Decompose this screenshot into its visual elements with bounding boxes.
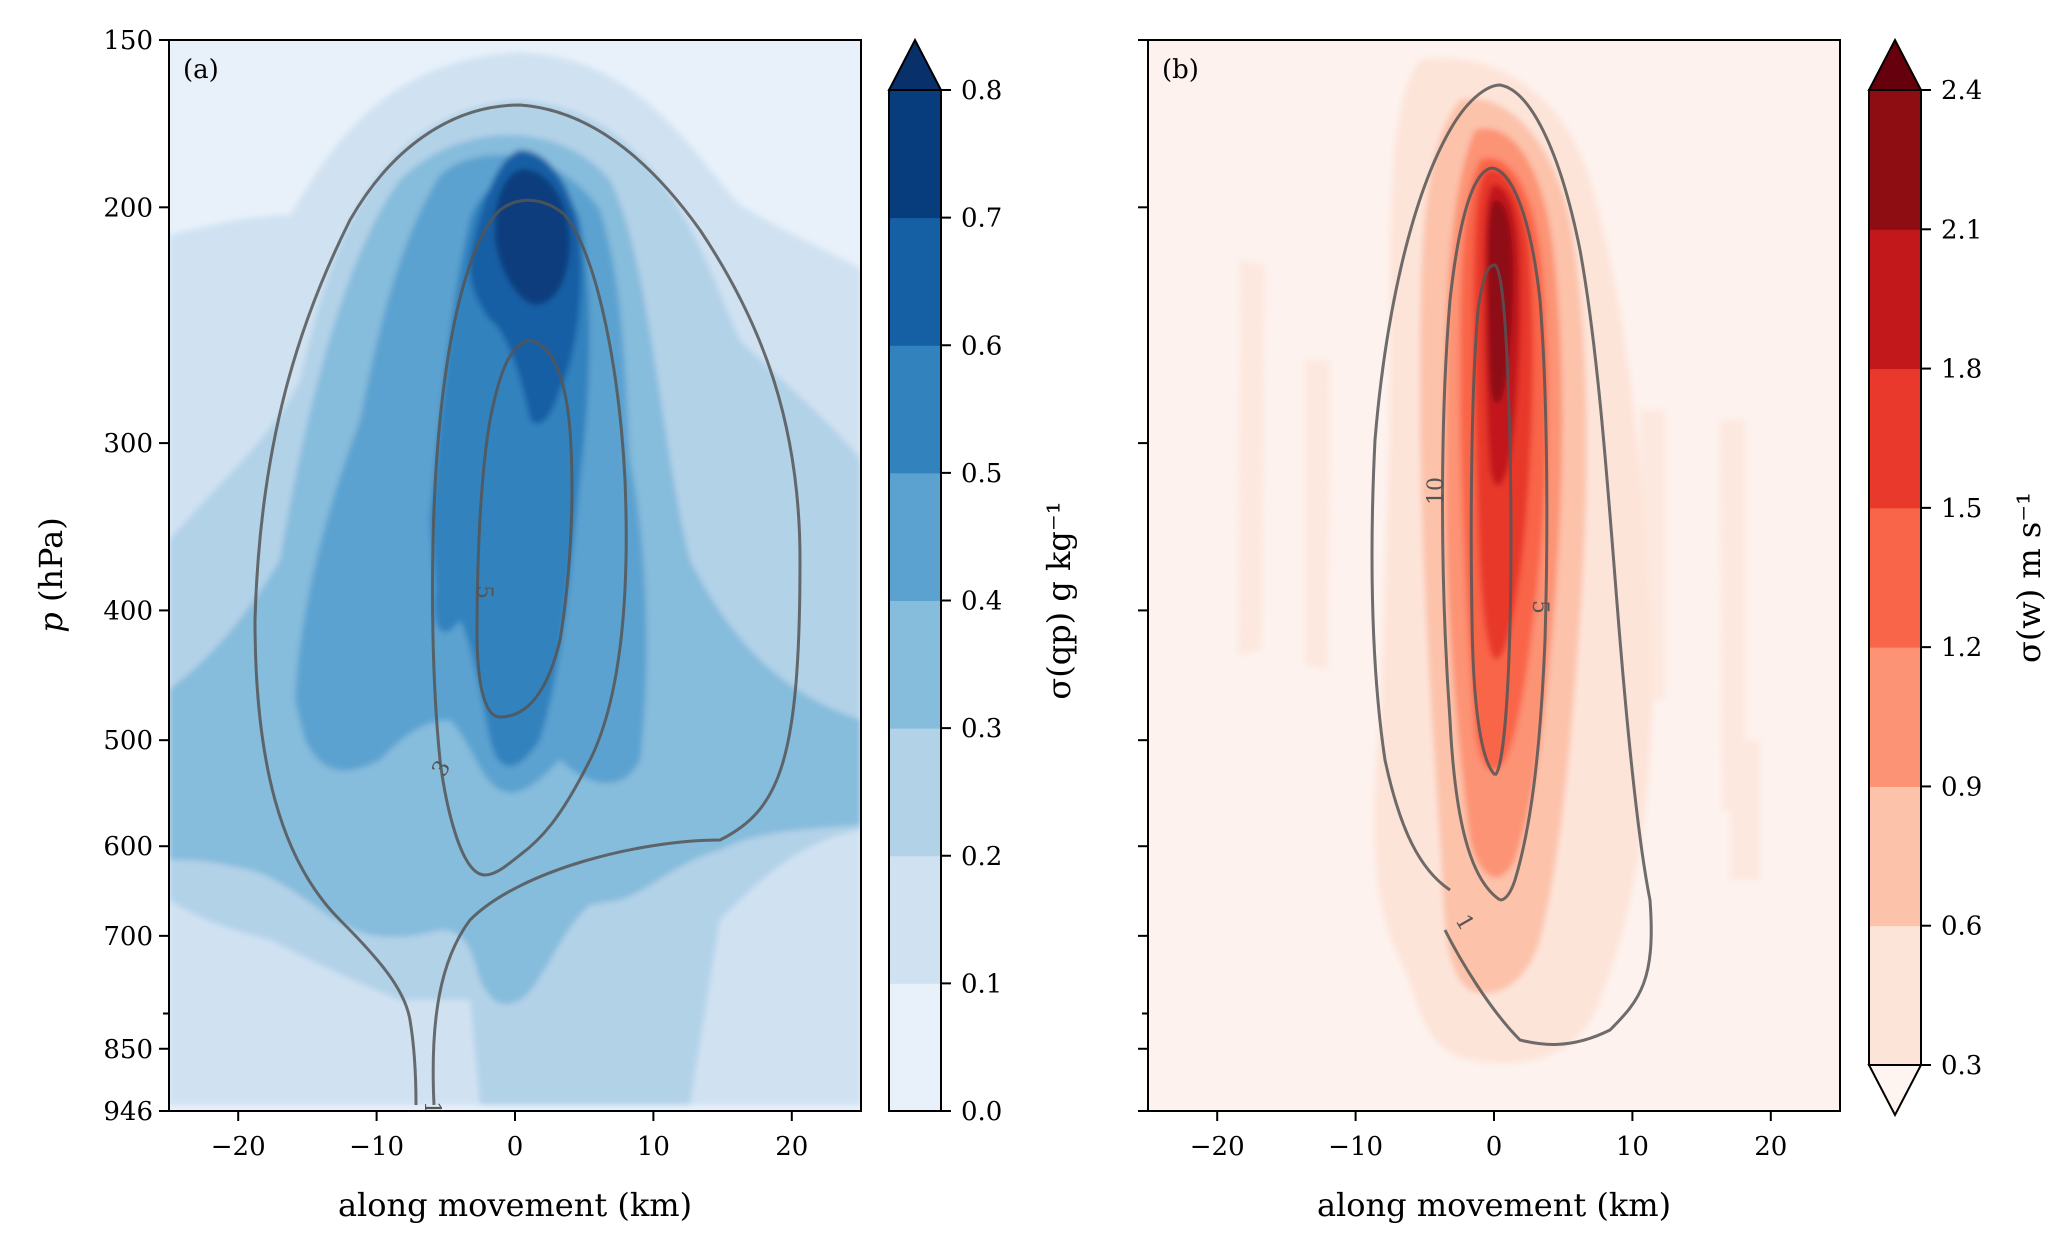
colorbar-segment	[889, 472, 941, 601]
y-tick-label: 600	[103, 832, 153, 862]
y-tick-label: 150	[103, 26, 153, 56]
colorbar-tick-label: 2.1	[1941, 215, 1982, 245]
a-contour-5	[475, 338, 574, 719]
colorbar-tick-label: 0.0	[961, 1097, 1002, 1127]
a-contour-3	[431, 198, 628, 877]
a-contour-lines	[253, 103, 802, 1106]
panel-b-label: (b)	[1162, 55, 1199, 85]
colorbar-segment	[889, 855, 941, 984]
colorbar-segment	[889, 217, 941, 346]
colorbar-segment	[1869, 90, 1921, 230]
colorbar-segment	[1869, 925, 1921, 1066]
x-tick-label: −10	[349, 1132, 404, 1162]
colorbar-tick-label: 0.3	[961, 714, 1002, 744]
b-level-0.3-noise-5	[1730, 740, 1760, 880]
x-tick-label: 20	[775, 1132, 808, 1162]
b-contour-label-10: 10	[1424, 477, 1449, 505]
colorbar-tick-label: 1.8	[1941, 355, 1982, 385]
y-tick-label: 500	[103, 726, 153, 756]
colorbar-extend-max	[887, 37, 943, 91]
colorbar-segment	[889, 600, 941, 729]
x-axis-label: along movement (km)	[1317, 1186, 1671, 1224]
colorbar-a: 0.0 0.1 0.2 0.3 0.4 0.5 0.6 0.7 0.8 σ(qp) g kg⁻¹	[887, 37, 1078, 1127]
colorbar-label: σ(w) m s⁻¹	[2010, 492, 2048, 663]
colorbar-segment	[889, 983, 941, 1112]
colorbar-segment	[889, 345, 941, 474]
x-tick-label: 20	[1754, 1132, 1787, 1162]
a-contour-label-1: 1	[419, 1101, 444, 1115]
b-contour-1	[1370, 83, 1653, 1046]
colorbar-segment	[1869, 507, 1921, 648]
y-tick-label: 946	[103, 1097, 153, 1127]
x-tick-label: 10	[637, 1132, 670, 1162]
panel-a-axes: −20 −10 0 10 20 150 200 300 400 500 600 700 850 946 al…	[32, 26, 808, 1224]
b-level-0.3-noise-4	[1720, 420, 1745, 810]
colorbar-tick-label: 0.2	[961, 842, 1002, 872]
colorbar-tick-label: 0.6	[961, 331, 1002, 361]
x-tick-label: −10	[1328, 1132, 1383, 1162]
colorbar-segment	[889, 90, 941, 219]
a-contour-label-5: 5	[471, 585, 496, 599]
colorbar-tick-label: 0.9	[1941, 772, 1982, 802]
colorbar-tick-label: 0.5	[961, 459, 1002, 489]
panel-a-label: (a)	[183, 55, 219, 85]
colorbar-extend-max	[1867, 37, 1923, 91]
colorbar-segment	[889, 728, 941, 857]
x-tick-label: 0	[507, 1132, 524, 1162]
colorbar-b: 0.3 0.6 0.9 1.2 1.5 1.8 2.1 2.4 σ(w) m s⁻¹	[1867, 37, 2048, 1118]
b-contour-5	[1441, 166, 1549, 902]
b-contour-lines	[1370, 83, 1653, 1046]
colorbar-tick-label: 0.7	[961, 204, 1002, 234]
y-tick-label: 850	[103, 1035, 153, 1065]
colorbar-tick-label: 0.1	[961, 969, 1002, 999]
colorbar-tick-label: 0.8	[961, 76, 1002, 106]
colorbar-segment	[1869, 786, 1921, 927]
panel-b-axes: −20 −10 0 10 20 along movement (km)	[1138, 39, 1787, 1224]
panel-a: 1 3 5 (a) −20 −10 0 10 20 150 200 300 400 500 600 7…	[32, 26, 862, 1224]
colorbar-tick-label: 1.5	[1941, 494, 1982, 524]
a-contour-1	[253, 103, 802, 1106]
x-axis-label: along movement (km)	[338, 1186, 692, 1224]
b-level-0.3-noise-1	[1238, 260, 1265, 655]
colorbar-frame	[1868, 89, 1922, 1066]
colorbar-segment	[1869, 229, 1921, 370]
y-tick-label: 200	[103, 193, 153, 223]
x-tick-label: −20	[211, 1132, 266, 1162]
colorbar-segment	[1869, 368, 1921, 509]
colorbar-label: σ(qp) g kg⁻¹	[1040, 501, 1078, 699]
colorbar-tick-label: 0.4	[961, 587, 1002, 617]
y-tick-label: 700	[103, 922, 153, 952]
colorbar-tick-label: 1.2	[1941, 633, 1982, 663]
y-tick-label: 400	[103, 596, 153, 626]
colorbar-segment	[1869, 647, 1921, 787]
panel-a-field: 1 3 5	[169, 40, 861, 1115]
b-contour-label-5: 5	[1527, 600, 1552, 614]
colorbar-tick-label: 0.6	[1941, 912, 1982, 942]
b-contour-10	[1469, 263, 1513, 777]
y-axis-label: p (hPa)	[32, 517, 70, 632]
x-tick-label: 0	[1486, 1132, 1503, 1162]
b-level-0.3-noise-2	[1305, 360, 1330, 670]
colorbar-tick-label: 0.3	[1941, 1051, 1982, 1081]
x-tick-label: −20	[1190, 1132, 1245, 1162]
panel-b: 1 5 10 (b) −20 −10 0 10 20 along movement (km…	[1138, 39, 1841, 1224]
x-tick-label: 10	[1616, 1132, 1649, 1162]
panel-b-field: 1 5 10	[1148, 40, 1840, 1111]
colorbar-tick-label: 2.4	[1941, 76, 1982, 106]
colorbar-extend-min	[1867, 1064, 1923, 1118]
y-tick-label: 300	[103, 429, 153, 459]
